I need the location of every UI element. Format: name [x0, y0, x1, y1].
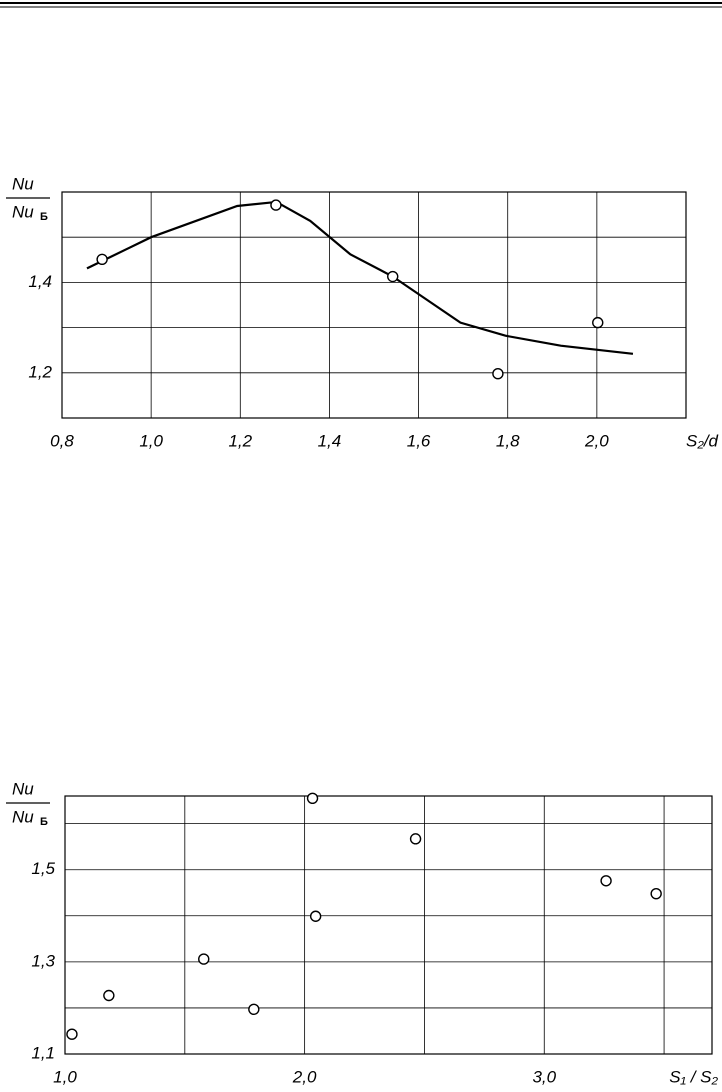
y-tick-label: 1,4 — [28, 272, 52, 291]
y-axis-label-sub: Б — [40, 211, 48, 223]
y-axis-label: Nu — [12, 779, 34, 798]
x-tick-label: 2,0 — [292, 1067, 317, 1086]
data-point — [198, 953, 210, 965]
x-tick-label: 1,6 — [407, 431, 431, 450]
x-tick-label: 1,8 — [496, 431, 520, 450]
data-point — [306, 792, 319, 805]
curve — [86, 200, 634, 355]
y-tick-label: 1,3 — [31, 951, 55, 970]
data-point — [650, 887, 662, 900]
data-point — [409, 833, 422, 845]
plot-frame — [64, 795, 713, 1055]
data-point — [66, 1028, 78, 1040]
y-axis-label-sub: Б — [40, 816, 48, 828]
x-axis-label: S₂/d — [686, 431, 719, 450]
y-tick-label: 1,2 — [28, 362, 52, 381]
y-axis-label: Nu — [12, 174, 34, 193]
x-tick-label: 0,8 — [50, 431, 74, 450]
data-point — [492, 368, 504, 380]
x-tick-label: 2,0 — [584, 431, 609, 450]
y-axis-label: Nu — [12, 202, 34, 221]
data-point — [600, 875, 612, 887]
data-point — [309, 910, 322, 922]
x-tick-label: 3,0 — [532, 1067, 556, 1086]
data-point — [592, 316, 604, 329]
x-tick-label: 1,4 — [318, 431, 342, 450]
plot-frame — [61, 191, 687, 419]
data-point — [387, 270, 399, 283]
x-tick-label: 1,0 — [53, 1067, 77, 1086]
y-axis-label: Nu — [12, 807, 34, 826]
y-tick-label: 1,5 — [31, 859, 55, 878]
data-point — [96, 253, 108, 266]
x-axis-label: S₁ / S₂ — [669, 1067, 718, 1086]
x-tick-label: 1,0 — [139, 431, 163, 450]
data-point — [270, 199, 282, 211]
data-point — [103, 989, 115, 1002]
x-tick-label: 1,2 — [228, 431, 252, 450]
y-tick-label: 1,1 — [31, 1043, 55, 1062]
data-point — [248, 1003, 260, 1016]
